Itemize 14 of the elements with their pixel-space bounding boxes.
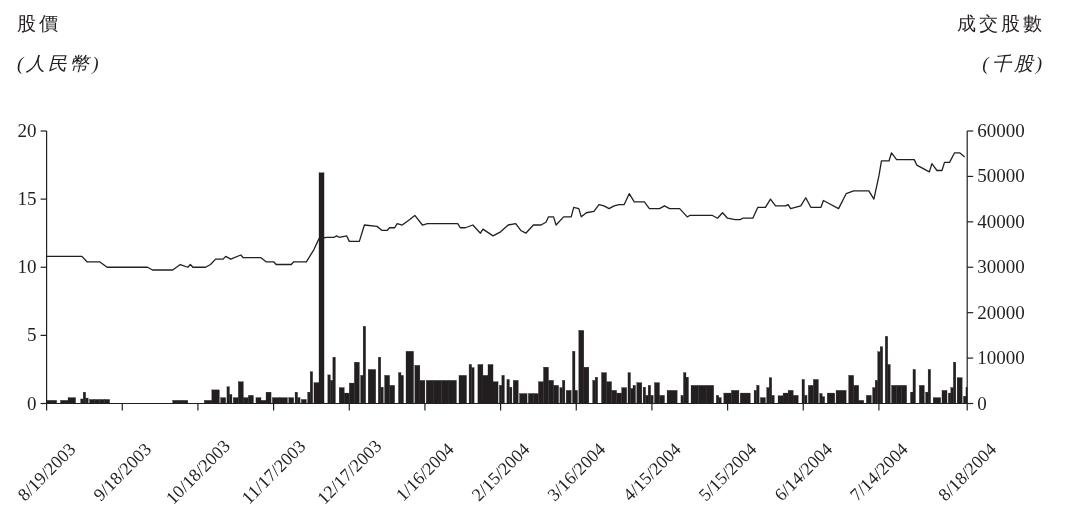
y-tick-label: 0 — [27, 392, 37, 414]
y2-axis-title: 成交股數 (千股) — [957, 13, 1045, 75]
y2-tick-label: 30000 — [977, 256, 1025, 278]
y-axis-title: 股價 (人民幣) — [17, 13, 102, 75]
y-tick-label: 5 — [27, 324, 37, 346]
y-tick-label: 10 — [17, 256, 37, 278]
y2-tick-label: 10000 — [977, 347, 1025, 369]
y2-tick-label: 40000 — [977, 210, 1025, 232]
y2-tick-label: 60000 — [977, 120, 1025, 141]
y2-tick-label: 50000 — [977, 165, 1025, 187]
y-tick-label: 20 — [17, 120, 37, 141]
y2-tick-label: 0 — [977, 392, 987, 414]
y-tick-label: 15 — [17, 188, 37, 210]
y2-tick-label: 20000 — [977, 301, 1025, 323]
